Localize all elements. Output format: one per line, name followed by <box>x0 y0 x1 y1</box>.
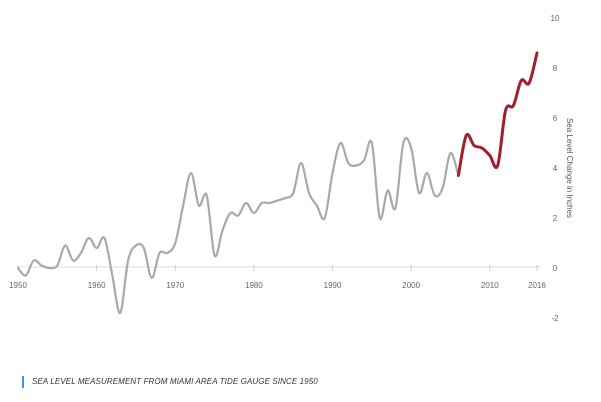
series-line-recent <box>456 51 539 177</box>
y-tick-label: 10 <box>551 14 560 23</box>
x-axis-ticks: 1950 1960 1970 1980 1990 2000 2010 2016 <box>9 265 546 290</box>
y-tick-label: -2 <box>551 314 559 323</box>
x-tick-label: 1950 <box>9 281 27 290</box>
y-axis-ticks: -2 0 2 4 6 8 10 <box>551 14 560 323</box>
y-axis-title: Sea Level Change in Inches <box>565 118 574 218</box>
x-tick-label: 1990 <box>324 281 342 290</box>
x-tick-label: 2000 <box>402 281 420 290</box>
sea-level-chart: 1950 1960 1970 1980 1990 2000 2010 2016 -2 0 2 4 6 8… <box>9 14 574 323</box>
series-layer <box>16 51 539 315</box>
x-tick-label: 1960 <box>88 281 106 290</box>
x-tick-label: 1970 <box>166 281 184 290</box>
y-tick-label: 6 <box>553 114 558 123</box>
x-tick-label: 2010 <box>481 281 499 290</box>
y-tick-label: 2 <box>553 214 558 223</box>
y-tick-label: 0 <box>553 264 558 273</box>
y-tick-label: 8 <box>553 64 558 73</box>
x-tick-label: 2016 <box>528 281 546 290</box>
y-tick-label: 4 <box>553 164 558 173</box>
series-line-historical <box>16 136 460 315</box>
x-tick-label: 1980 <box>245 281 263 290</box>
chart-caption: SEA LEVEL MEASUREMENT FROM MIAMI AREA TI… <box>22 376 318 388</box>
